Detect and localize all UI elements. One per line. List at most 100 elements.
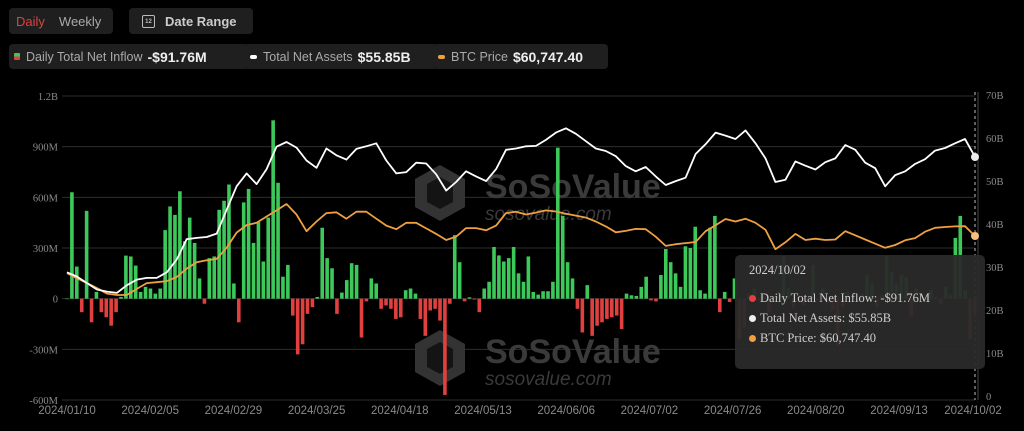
inflow-bar <box>403 290 408 299</box>
tooltip-date: 2024/10/02 <box>749 263 806 277</box>
left-axis-tick: -600M <box>29 396 58 407</box>
x-axis-tick: 2024/03/25 <box>288 405 346 417</box>
inflow-bar <box>408 288 413 299</box>
inflow-bar <box>119 296 123 299</box>
x-axis-tick: 2024/08/20 <box>787 405 845 417</box>
inflow-bar <box>84 210 89 299</box>
inflow-bar <box>359 298 364 338</box>
x-axis-tick: 2024/07/26 <box>704 405 762 417</box>
tooltip-price: BTC Price: $60,747.40 <box>760 331 876 345</box>
right-axis-tick: 10B <box>986 349 1004 360</box>
inflow-bar <box>457 262 462 299</box>
price-swatch-icon <box>438 54 445 59</box>
inflow-bar <box>673 273 678 299</box>
inflow-bar <box>236 298 241 323</box>
inflow-bar <box>349 263 354 299</box>
inflow-bar <box>722 291 727 299</box>
watermark-brand: SoSoValue <box>485 168 661 206</box>
inflow-bar <box>354 264 359 299</box>
inflow-bar <box>536 294 540 299</box>
date-range-button[interactable]: 12 Date Range <box>129 8 253 34</box>
inflow-bar <box>227 184 231 299</box>
inflow-bar <box>732 278 737 299</box>
inflow-bar <box>551 281 555 299</box>
inflow-bar <box>369 278 374 299</box>
inflow-bar <box>649 298 653 301</box>
inflow-bar <box>443 298 447 395</box>
inflow-bar <box>133 265 138 299</box>
inflow-bar <box>448 298 452 304</box>
inflow-bar <box>703 293 707 299</box>
legend-price-value: $60,747.40 <box>512 48 584 65</box>
inflow-bar <box>580 298 585 333</box>
inflow-bar <box>511 246 516 299</box>
inflow-bar <box>99 298 104 313</box>
inflow-bar <box>506 258 511 299</box>
inflow-bar <box>89 298 94 323</box>
tooltip-assets: Total Net Assets: $55.85B <box>760 311 892 325</box>
inflow-bar <box>663 249 668 299</box>
inflow-bar <box>281 276 285 299</box>
legend-inflow[interactable]: Daily Total Net Inflow -$91.76M <box>9 44 249 69</box>
inflow-bar <box>556 147 560 299</box>
inflow-bar <box>526 256 531 299</box>
total-net-assets-line <box>66 127 976 294</box>
inflow-bar <box>310 298 315 308</box>
legend-assets[interactable]: Total Net Assets $55.85B <box>245 44 437 69</box>
inflow-bar <box>693 226 698 299</box>
inflow-bar <box>497 255 501 299</box>
x-axis-tick: 2024/06/06 <box>537 405 595 417</box>
inflow-dot-icon <box>749 295 756 302</box>
weekly-tab[interactable]: Weekly <box>58 13 102 29</box>
inflow-bar <box>340 292 344 299</box>
inflow-bar <box>600 298 604 323</box>
right-axis-tick: 0 <box>986 392 991 403</box>
legend-assets-label: Total Net Assets <box>263 49 353 64</box>
inflow-bar <box>654 298 658 302</box>
x-axis-tick: 2024/04/18 <box>371 405 429 417</box>
inflow-bar <box>266 217 271 299</box>
inflow-bar <box>70 192 74 299</box>
inflow-bar <box>315 296 320 299</box>
price-marker <box>971 232 979 240</box>
inflow-bar <box>271 120 275 299</box>
inflow-bar <box>325 258 329 299</box>
assets-dot-icon <box>749 315 756 322</box>
inflow-bar <box>502 261 506 299</box>
assets-swatch-icon <box>250 54 257 59</box>
inflow-bar <box>713 215 717 299</box>
inflow-bar <box>487 281 491 299</box>
inflow-bar <box>683 246 688 299</box>
inflow-bar <box>114 298 118 313</box>
inflow-bar <box>614 298 619 316</box>
inflow-bar <box>629 295 634 299</box>
legend-price[interactable]: BTC Price $60,747.40 <box>433 44 608 69</box>
watermark-logo-icon <box>415 330 465 386</box>
inflow-bar <box>153 293 158 299</box>
inflow-bar <box>335 298 339 314</box>
inflow-bar <box>610 298 614 318</box>
inflow-bar <box>708 227 712 299</box>
inflow-bar <box>678 286 683 299</box>
inflow-bar <box>330 268 334 299</box>
inflow-bar <box>65 298 69 300</box>
legend-assets-value: $55.85B <box>357 48 411 65</box>
inflow-bar <box>433 298 437 309</box>
date-range-label: Date Range <box>165 13 237 29</box>
inflow-bar <box>320 227 325 299</box>
inflow-bar <box>379 298 383 309</box>
watermark-url: sosovalue.com <box>485 204 612 225</box>
inflow-bar <box>138 291 143 299</box>
inflow-bar <box>482 288 486 299</box>
calendar-icon: 12 <box>142 14 155 28</box>
right-axis-tick: 40B <box>986 220 1004 231</box>
inflow-bar <box>668 262 673 299</box>
daily-tab[interactable]: Daily <box>16 13 45 29</box>
inflow-bar <box>575 298 580 309</box>
inflow-bar <box>251 242 256 299</box>
inflow-bar <box>94 291 99 299</box>
inflow-bar <box>413 293 418 299</box>
inflow-bar <box>619 298 624 330</box>
legend-inflow-value: -$91.76M <box>147 48 207 65</box>
